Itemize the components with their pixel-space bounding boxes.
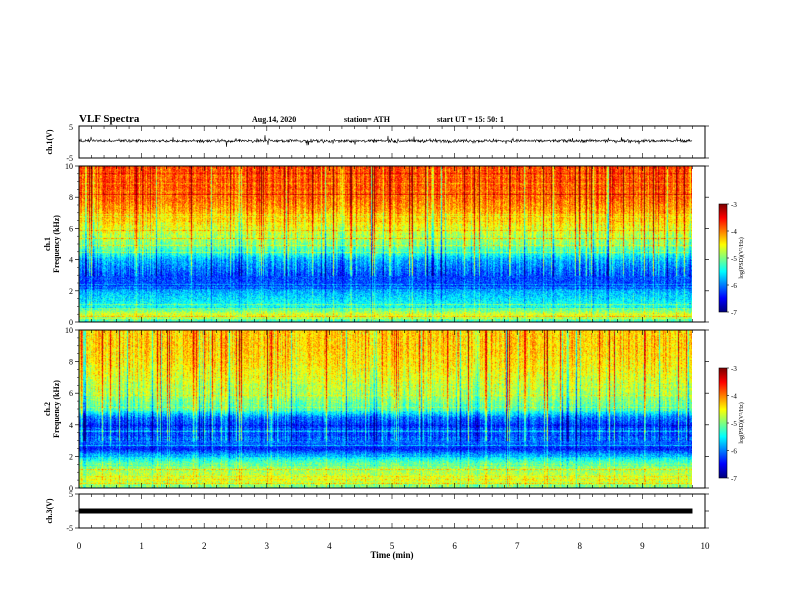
x-tick-label: 5: [390, 541, 395, 551]
colorbar-tick-label: -5: [731, 255, 737, 263]
x-tick-label: 6: [452, 541, 457, 551]
waveform-ch1-trace: [78, 135, 693, 147]
y-tick-label: 2: [69, 452, 73, 461]
y-tick-label: 8: [69, 193, 73, 202]
y-tick-label: 8: [69, 358, 73, 367]
spectrogram-ch1-colorbar: [719, 204, 727, 312]
colorbar-tick-label: -5: [731, 420, 737, 428]
spectrogram-ylabel-frequency: Frequency (kHz): [52, 380, 61, 438]
waveform-ch3-ylabel: ch.3(V): [45, 498, 54, 523]
spectrogram-ch2-colorbar: [719, 368, 727, 478]
x-tick-label: 2: [202, 541, 207, 551]
spectrogram-ylabel-channel: ch.2: [43, 402, 52, 416]
x-axis-label: Time (min): [370, 550, 413, 560]
colorbar-tick-label: -3: [731, 365, 737, 373]
colorbar-tick-label: -6: [731, 448, 737, 456]
waveform-ch1-ylabel: ch.1(V): [45, 129, 54, 154]
colorbar-tick-label: -6: [731, 282, 737, 290]
colorbar-label: log(PSD)(V²/Hz): [738, 237, 745, 278]
station-label: station= ATH: [344, 115, 390, 124]
y-tick-label: 5: [69, 490, 73, 499]
x-tick-label: 9: [640, 541, 645, 551]
y-tick-label: 4: [69, 421, 73, 430]
start-time-label: start UT = 15: 50: 1: [437, 115, 504, 124]
x-tick-label: 7: [515, 541, 520, 551]
y-tick-label: 0: [69, 484, 73, 493]
colorbar-tick-label: -7: [731, 475, 737, 483]
y-tick-label: 6: [69, 224, 73, 233]
y-tick-label: 5: [69, 123, 73, 132]
x-tick-label: 1: [139, 541, 144, 551]
figure-title: VLF Spectra: [79, 113, 140, 125]
y-tick-label: 2: [69, 287, 73, 296]
x-tick-label: 3: [265, 541, 270, 551]
date-label: Aug.14, 2020: [252, 115, 297, 124]
colorbar-tick-label: -3: [731, 201, 737, 209]
y-tick-label: -5: [66, 154, 73, 163]
spectrogram-ylabel-frequency: Frequency (kHz): [52, 215, 61, 273]
spectrogram-ch1-image: [79, 166, 692, 322]
y-tick-label: -5: [66, 524, 73, 533]
colorbar-label: log(PSD)(V²/Hz): [738, 402, 745, 443]
x-tick-label: 10: [701, 541, 711, 551]
colorbar-tick-label: -7: [731, 309, 737, 317]
y-tick-label: 10: [65, 162, 73, 171]
colorbar-tick-label: -4: [731, 228, 737, 236]
x-tick-label: 4: [327, 541, 332, 551]
y-tick-label: 4: [69, 256, 73, 265]
colorbar-tick-label: -4: [731, 393, 737, 401]
spectrogram-ylabel-channel: ch.1: [43, 237, 52, 251]
y-tick-label: 10: [65, 326, 73, 335]
y-tick-label: 0: [69, 318, 73, 327]
x-tick-label: 8: [578, 541, 583, 551]
spectrogram-ch2-image: [79, 330, 692, 488]
x-tick-label: 0: [77, 541, 82, 551]
y-tick-label: 6: [69, 389, 73, 398]
